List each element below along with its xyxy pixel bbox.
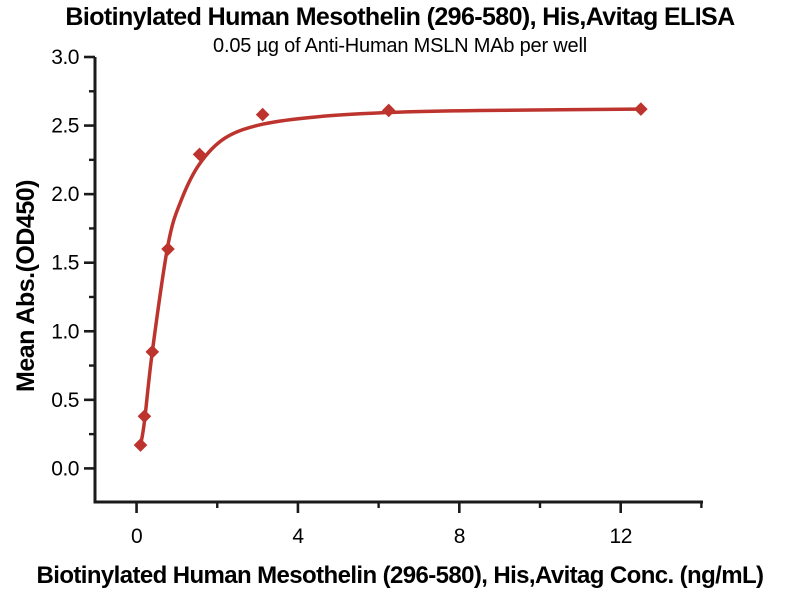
y-tick-label: 1.0 — [51, 320, 79, 343]
data-point-diamond — [192, 147, 207, 162]
data-point-diamond — [133, 438, 148, 452]
y-tick-label: 2.0 — [51, 183, 79, 206]
chart-title: Biotinylated Human Mesothelin (296-580),… — [65, 3, 735, 31]
y-tick-label: 0.0 — [51, 457, 79, 480]
data-point-diamond — [145, 345, 160, 359]
fit-curve — [138, 107, 643, 447]
x-tick-label: 8 — [454, 525, 465, 548]
data-point-diamond — [634, 102, 648, 116]
data-point-diamond — [137, 409, 152, 424]
x-tick-label: 4 — [292, 525, 304, 548]
x-tick-label: 12 — [610, 525, 632, 548]
y-tick-label: 2.5 — [51, 115, 79, 138]
data-point-diamond — [161, 242, 175, 256]
x-tick-label: 0 — [131, 525, 142, 548]
chart-subtitle: 0.05 µg of Anti-Human MSLN MAb per well — [213, 35, 587, 57]
data-point-diamond — [255, 107, 270, 122]
y-tick-label: 0.5 — [51, 389, 79, 412]
data-point-diamond — [381, 103, 396, 118]
y-tick-label: 3.0 — [51, 46, 79, 69]
y-tick-label: 1.5 — [51, 252, 79, 275]
x-axis-label: Biotinylated Human Mesothelin (296-580),… — [36, 562, 764, 589]
